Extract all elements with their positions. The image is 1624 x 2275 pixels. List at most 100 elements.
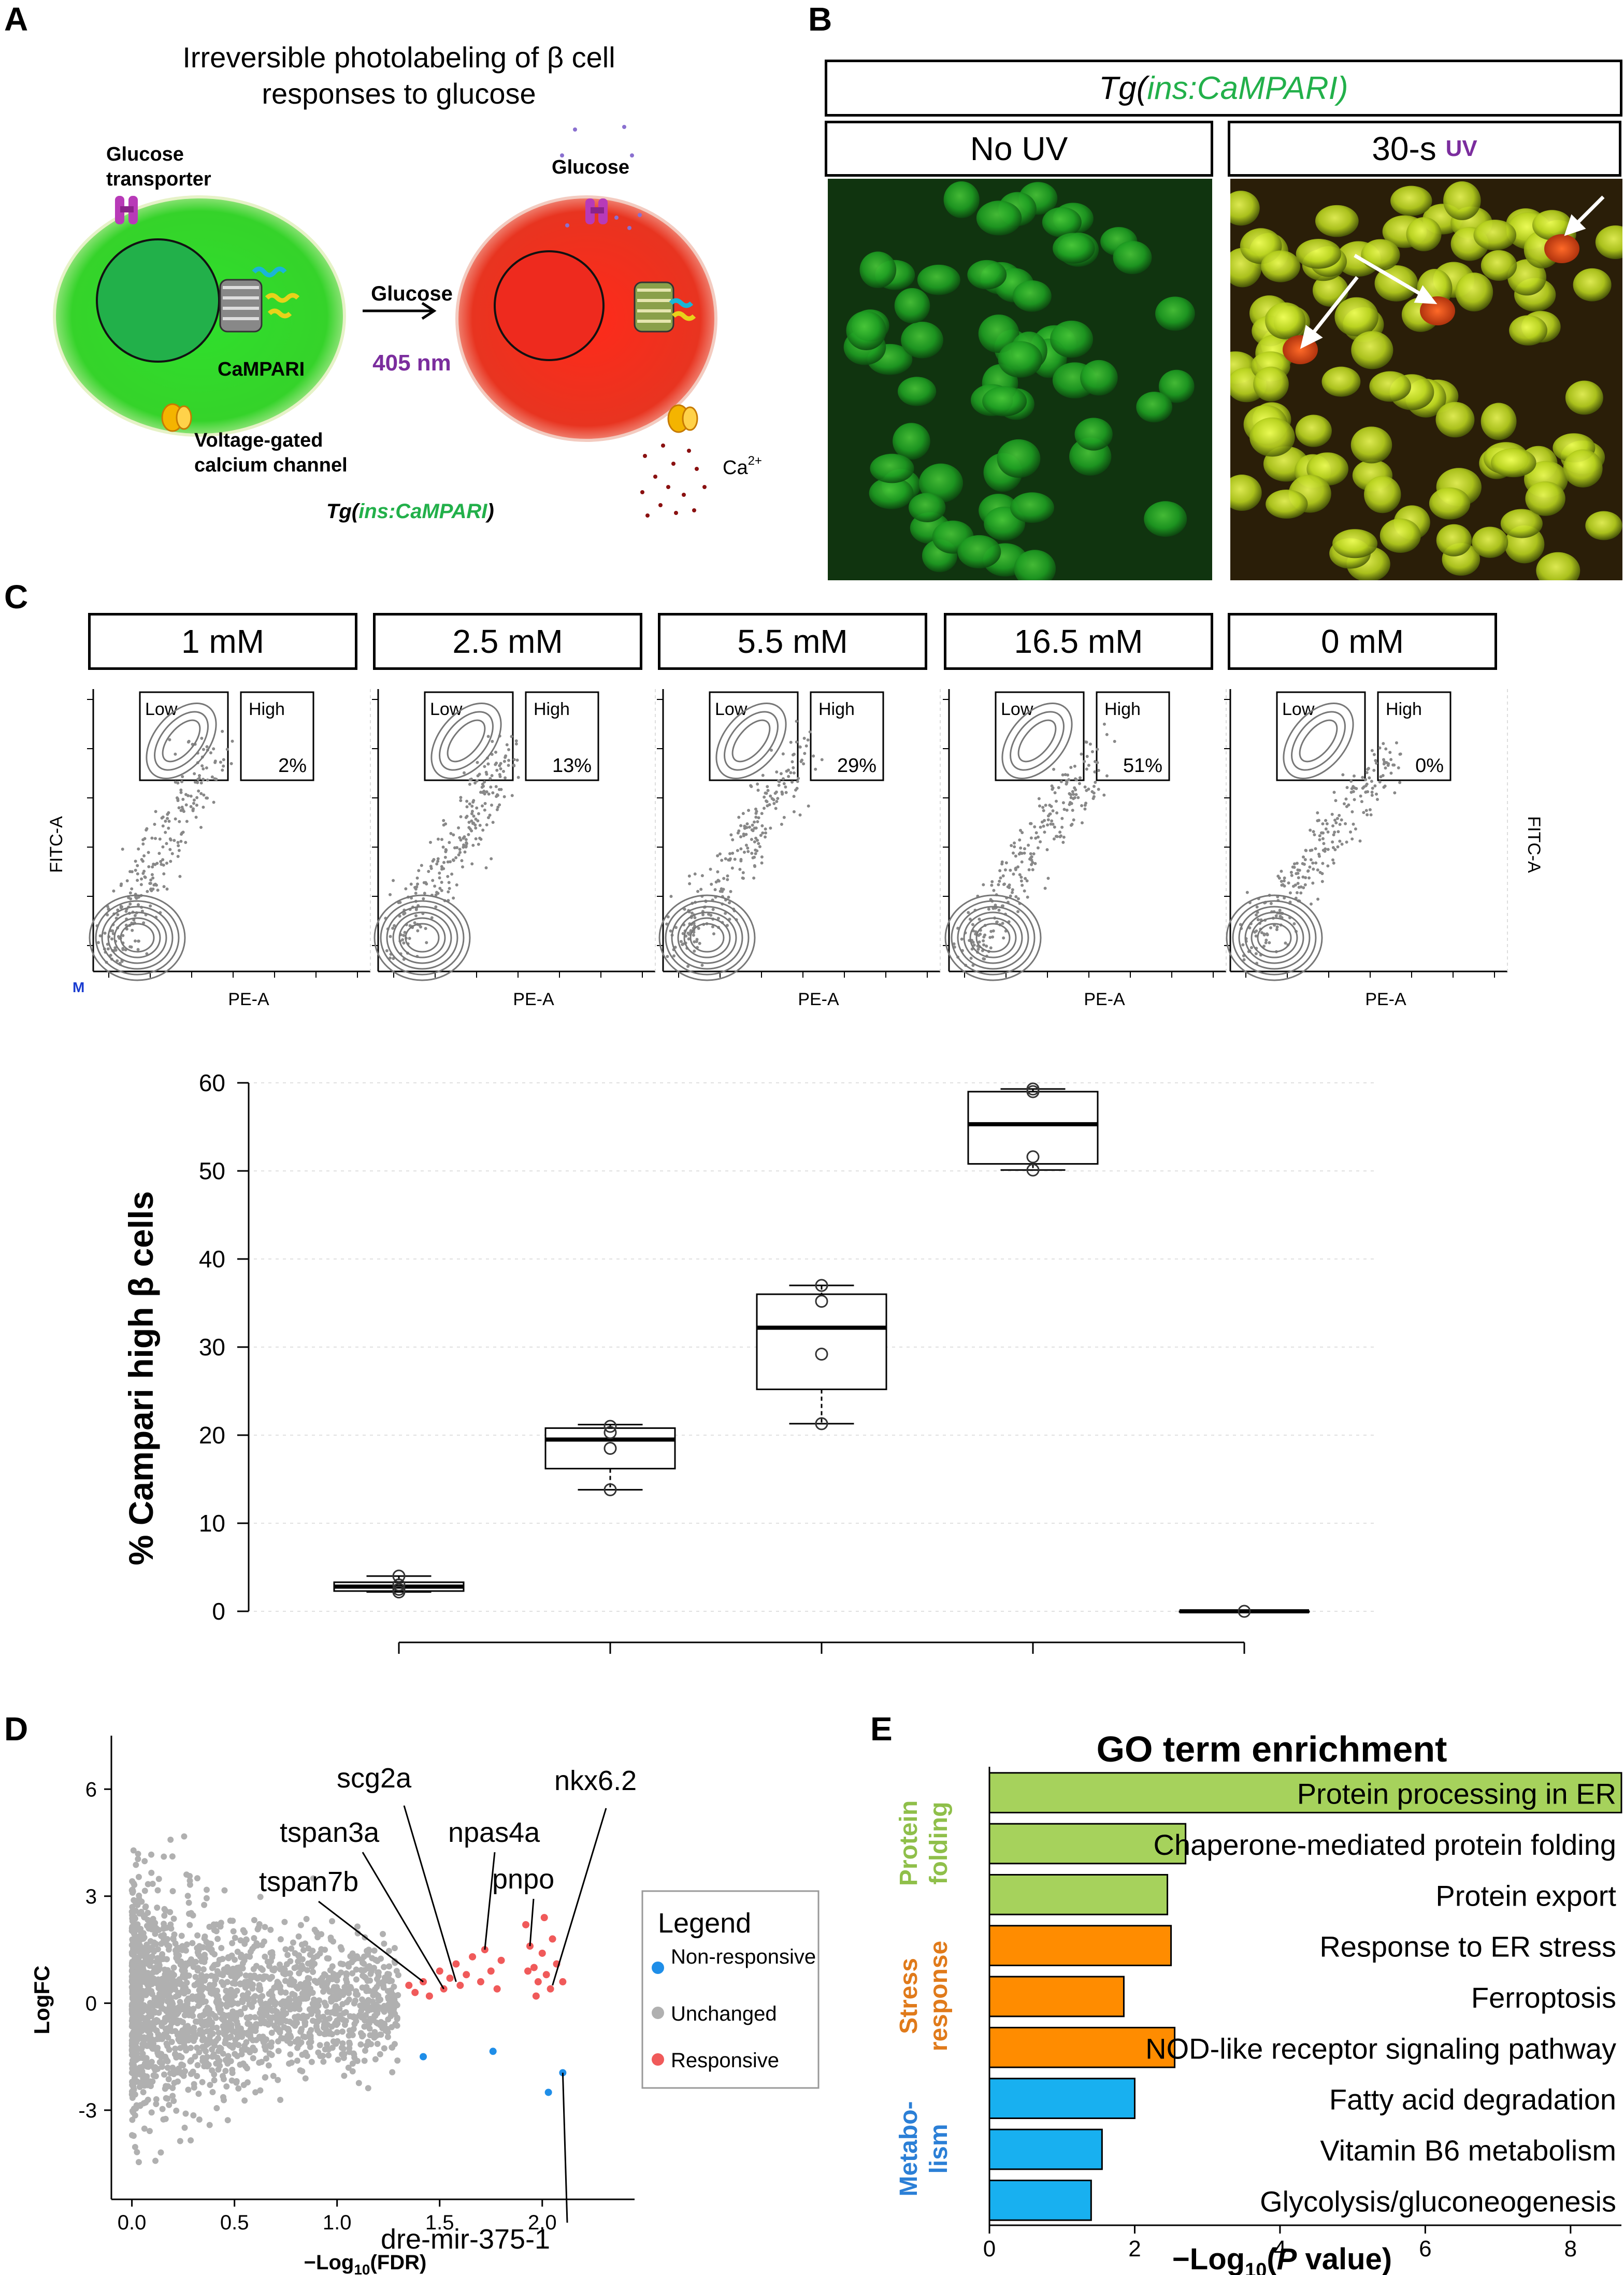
red-nucleus bbox=[494, 250, 605, 361]
legend-dot-nonresponsive bbox=[652, 1962, 664, 1974]
legend-dot-responsive bbox=[652, 2053, 664, 2066]
flow-header-2: 5.5 mM bbox=[658, 613, 927, 670]
cell bbox=[1390, 185, 1432, 216]
go-term-label-1: Chaperone-mediated protein folding bbox=[1154, 1828, 1616, 1861]
glucose-transporter-label-2: transporter bbox=[106, 168, 211, 190]
x-tick-label: 2.0 bbox=[528, 2211, 557, 2234]
y-tick-label: 20 bbox=[199, 1422, 225, 1449]
volcano-y-label: LogFC bbox=[30, 1966, 54, 2035]
cell bbox=[1296, 239, 1342, 269]
cell bbox=[1136, 391, 1172, 423]
y-tick-label: 30 bbox=[199, 1334, 225, 1361]
calcium-channel-icon bbox=[161, 403, 192, 432]
flow-plot-0: Low High 2% PE-A FITC-A M bbox=[47, 689, 371, 1009]
cell bbox=[1261, 250, 1301, 282]
cell bbox=[1481, 403, 1517, 440]
flow-plot-4: Low High 0% PE-A FITC-A bbox=[1224, 689, 1544, 1009]
y-axis-label: FITC-A bbox=[47, 816, 66, 873]
box-point bbox=[1026, 1150, 1040, 1164]
go-bar-3 bbox=[988, 1925, 1172, 1966]
glucose-transporter-label-1: Glucose bbox=[106, 144, 184, 165]
volcano-plot: LogFC −Log10(FDR) Legend Non-responsive … bbox=[30, 1736, 820, 2275]
go-bar-6 bbox=[988, 2078, 1136, 2119]
y-tick-label: 10 bbox=[199, 1510, 225, 1537]
cell bbox=[1351, 331, 1393, 369]
white-arrow-icons bbox=[1300, 195, 1605, 349]
svg-text:response: response bbox=[925, 1941, 953, 2051]
unchanged-points bbox=[128, 1833, 401, 2166]
uv-30s-text: 30-s bbox=[1372, 130, 1436, 167]
panel-b-header: Tg(ins:CaMPARI) bbox=[825, 60, 1622, 117]
cell bbox=[1443, 181, 1481, 220]
calcium-channel-icon-right bbox=[667, 404, 698, 433]
cell bbox=[1012, 280, 1052, 312]
svg-text:Protein: Protein bbox=[895, 1800, 923, 1886]
cell bbox=[1473, 220, 1517, 251]
svg-text:Metabo-: Metabo- bbox=[895, 2101, 923, 2197]
gate-low bbox=[995, 691, 1085, 781]
cell bbox=[1295, 414, 1332, 447]
cell bbox=[1509, 315, 1547, 346]
gene-label-6: dre-mir-375-1 bbox=[381, 2224, 550, 2255]
box-4 bbox=[1179, 1605, 1310, 1618]
box-point bbox=[603, 1420, 617, 1433]
go-term-label-3: Response to ER stress bbox=[1319, 1930, 1616, 1963]
cell bbox=[1455, 273, 1493, 312]
go-bar-4 bbox=[988, 1976, 1125, 2018]
cell bbox=[894, 288, 930, 323]
box-2 bbox=[756, 1279, 887, 1430]
cell bbox=[976, 201, 1022, 236]
gate-high-label: High bbox=[818, 699, 855, 719]
cell bbox=[870, 453, 914, 483]
x-tick-label: 1.5 bbox=[425, 2211, 454, 2234]
cell bbox=[1321, 366, 1361, 397]
red-cell bbox=[1544, 234, 1579, 263]
gene-label-0: scg2a bbox=[337, 1763, 412, 1794]
go-term-label-8: Glycolysis/gluconeogenesis bbox=[1260, 2185, 1616, 2217]
gate-low-label: Low bbox=[430, 699, 463, 719]
arrow-label-glucose: Glucose bbox=[371, 282, 453, 305]
panel-label-a: A bbox=[4, 1, 28, 38]
cell bbox=[1266, 489, 1308, 519]
cell bbox=[1249, 417, 1295, 457]
y-tick-label: -3 bbox=[78, 2099, 97, 2122]
gene-label-4: nkx6.2 bbox=[554, 1765, 637, 1796]
box-point bbox=[815, 1279, 828, 1292]
cell bbox=[1429, 487, 1471, 520]
glucose-label-right: Glucose bbox=[552, 156, 629, 178]
glucose-transporter-icon-right bbox=[585, 198, 608, 224]
y-tick-label: 6 bbox=[85, 1778, 97, 1801]
go-enrichment-chart: GO term enrichment −Log10(P value) 0 2 4 6 8… bbox=[895, 1729, 1622, 2275]
go-bar-2 bbox=[988, 1873, 1169, 1915]
cell bbox=[1253, 366, 1289, 402]
flow-contours bbox=[658, 702, 787, 981]
uv-text: UV bbox=[1445, 136, 1477, 161]
gene-label-3: npas4a bbox=[448, 1817, 540, 1848]
cell bbox=[846, 311, 886, 350]
go-term-label-2: Protein export bbox=[1435, 1879, 1616, 1912]
gate-low-label: Low bbox=[1282, 699, 1315, 719]
x-tick-label: 1.0 bbox=[323, 2211, 352, 2234]
cell bbox=[1490, 448, 1536, 478]
cell bbox=[943, 181, 980, 218]
gene-leader-line bbox=[529, 1898, 535, 1947]
tg-ins-campari-label: Tg(ins:CaMPARI) bbox=[326, 500, 494, 523]
panel-b-header-green: ins:CaMPARI) bbox=[1147, 70, 1348, 106]
vgcc-label-1: Voltage-gated bbox=[194, 430, 323, 451]
cell bbox=[917, 264, 960, 295]
y-tick-label: 60 bbox=[199, 1069, 225, 1096]
box-point bbox=[1026, 1082, 1040, 1096]
cell bbox=[998, 341, 1043, 378]
cell bbox=[1500, 509, 1543, 538]
go-bar-0 bbox=[988, 1772, 1622, 1813]
cell bbox=[1563, 449, 1603, 488]
gene-leader-line bbox=[318, 1900, 424, 1983]
cell bbox=[897, 377, 937, 406]
flow-header-1: 2.5 mM bbox=[373, 613, 642, 670]
flow-plot-3: Low High 51% PE-A bbox=[943, 689, 1227, 1009]
gate-high bbox=[1096, 691, 1170, 781]
campari-label: CaMPARI bbox=[218, 359, 305, 380]
box-0 bbox=[333, 1569, 465, 1599]
gate-low bbox=[709, 691, 799, 781]
gene-label-1: tspan3a bbox=[280, 1817, 380, 1848]
